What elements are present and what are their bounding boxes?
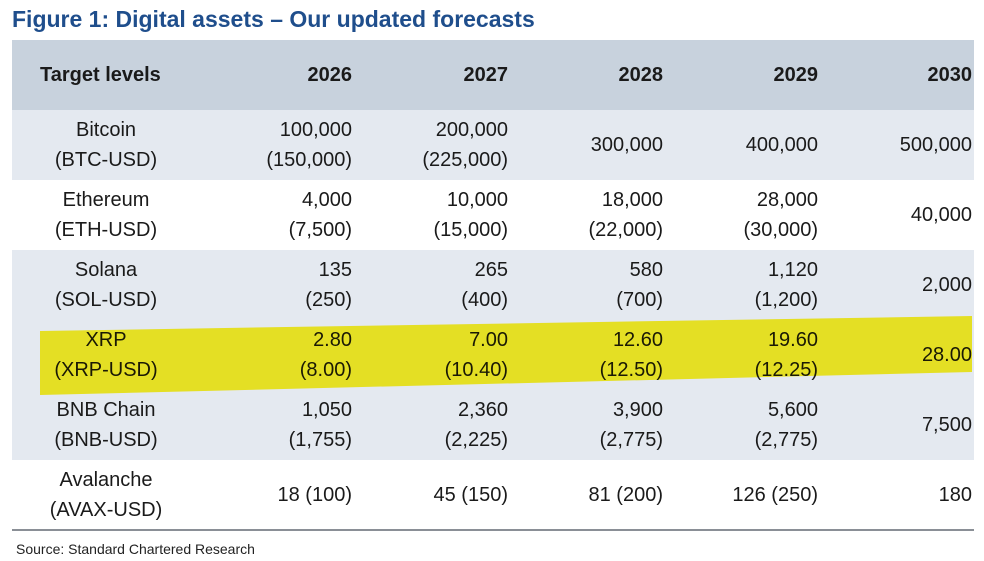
- value-line: (250): [305, 289, 352, 311]
- value-cell: 2,000: [822, 250, 972, 320]
- value-cell: 18 (100): [202, 460, 353, 529]
- column-header: 2026: [307, 64, 353, 86]
- value-cell: 40,000: [822, 180, 972, 250]
- row-label-line: Bitcoin: [75, 119, 137, 141]
- value-cell: 1,120 (1,200): [668, 250, 818, 320]
- row-label-line: Avalanche: [59, 468, 153, 491]
- value-line: 200,000: [435, 119, 508, 141]
- value-cell: 10,000 (15,000): [358, 180, 509, 250]
- value-line: 40,000: [910, 204, 972, 226]
- value-line: 135: [318, 259, 352, 281]
- value-cell: 18,000 (22,000): [513, 180, 664, 250]
- value-line: 126 (250): [732, 483, 818, 506]
- value-cell: 180: [822, 460, 972, 529]
- highlight-band: [40, 316, 972, 395]
- row-label-line: (ETH-USD): [54, 219, 158, 241]
- value-cell: 1,050 (1,755): [202, 390, 352, 460]
- value-line: 1,120: [767, 259, 818, 281]
- column-header: 2029: [773, 64, 819, 86]
- row-label: BNB Chain (BNB-USD): [12, 390, 200, 460]
- row-label-line: (BNB-USD): [54, 429, 158, 451]
- value-line: (700): [616, 289, 663, 311]
- value-line: 28,000: [756, 189, 818, 211]
- source-note: Source: Standard Chartered Research: [16, 541, 255, 557]
- column-header: 2027: [463, 64, 509, 86]
- value-cell: 126 (250): [668, 460, 818, 529]
- value-line: (225,000): [422, 149, 508, 171]
- value-line: 10,000: [446, 189, 508, 211]
- value-line: 45 (150): [433, 483, 509, 506]
- value-line: 18 (100): [277, 483, 353, 506]
- value-line: 1,050: [301, 399, 352, 421]
- value-cell: 100,000 (150,000): [202, 110, 352, 180]
- value-cell: 7,500: [822, 390, 972, 460]
- bottom-rule: [12, 529, 974, 531]
- row-label: Bitcoin (BTC-USD): [12, 110, 200, 180]
- value-line: (1,200): [754, 289, 818, 311]
- value-line: (2,775): [754, 429, 818, 451]
- value-line: 2,360: [457, 399, 508, 421]
- figure-title: Figure 1: Digital assets – Our updated f…: [12, 6, 535, 32]
- value-cell: 3,900 (2,775): [513, 390, 663, 460]
- table-row: Solana (SOL-USD) 135 (250) 265 (400) 580 (700) 1…: [12, 250, 974, 320]
- value-line: 81 (200): [588, 483, 664, 506]
- row-label-line: BNB Chain: [56, 399, 156, 421]
- value-line: 7,500: [921, 414, 972, 436]
- row-label-line: (AVAX-USD): [49, 498, 163, 521]
- header-row: Target levels 2026 2027 2028 2029 2030: [12, 40, 974, 110]
- value-line: 3,900: [612, 399, 663, 421]
- value-line: 2,000: [921, 274, 972, 296]
- value-cell: 265 (400): [358, 250, 508, 320]
- row-label-line: Ethereum: [62, 189, 150, 211]
- value-line: (15,000): [433, 219, 509, 241]
- value-cell: 135 (250): [202, 250, 352, 320]
- value-cell: 28,000 (30,000): [668, 180, 819, 250]
- value-line: 300,000: [590, 134, 663, 156]
- value-cell: 400,000: [668, 110, 818, 180]
- value-line: (2,775): [599, 429, 663, 451]
- value-line: (150,000): [266, 149, 352, 171]
- value-line: 18,000: [601, 189, 663, 211]
- value-line: 4,000: [301, 189, 352, 211]
- value-cell: 500,000: [822, 110, 972, 180]
- value-line: 400,000: [745, 134, 818, 156]
- value-line: (22,000): [588, 219, 664, 241]
- table-row: BNB Chain (BNB-USD) 1,050 (1,755) 2,360 (2,22…: [12, 390, 974, 460]
- value-line: 265: [474, 259, 508, 281]
- row-label-line: Solana: [74, 259, 138, 281]
- value-line: (2,225): [444, 429, 508, 451]
- value-line: (400): [461, 289, 508, 311]
- column-header: 2028: [618, 64, 664, 86]
- row-header-title: Target levels: [40, 64, 161, 86]
- value-line: (7,500): [288, 219, 352, 241]
- value-line: (30,000): [743, 219, 819, 241]
- value-cell: 45 (150): [358, 460, 509, 529]
- table-row: Avalanche (AVAX-USD) 18 (100) 45 (150) 81 (2…: [12, 460, 974, 529]
- row-label-line: (SOL-USD): [54, 289, 158, 311]
- value-line: 100,000: [279, 119, 352, 141]
- row-label-line: (BTC-USD): [54, 149, 158, 171]
- row-label: Solana (SOL-USD): [12, 250, 200, 320]
- value-cell: 200,000 (225,000): [358, 110, 508, 180]
- value-cell: 5,600 (2,775): [668, 390, 818, 460]
- row-label: Ethereum (ETH-USD): [12, 180, 200, 250]
- row-label: Avalanche (AVAX-USD): [12, 460, 200, 529]
- value-cell: 2,360 (2,225): [358, 390, 508, 460]
- value-line: 500,000: [899, 134, 972, 156]
- value-cell: 81 (200): [513, 460, 664, 529]
- column-header: 2030: [927, 64, 973, 86]
- value-cell: 4,000 (7,500): [202, 180, 352, 250]
- value-line: 5,600: [767, 399, 818, 421]
- value-line: 180: [938, 483, 972, 506]
- table-row: Ethereum (ETH-USD) 4,000 (7,500) 10,000 (15,0…: [12, 180, 974, 250]
- table-row: Bitcoin (BTC-USD) 100,000 (150,000) 200,000 (…: [12, 110, 974, 180]
- value-cell: 580 (700): [513, 250, 663, 320]
- value-line: (1,755): [288, 429, 352, 451]
- value-line: 580: [629, 259, 663, 281]
- value-cell: 300,000: [513, 110, 663, 180]
